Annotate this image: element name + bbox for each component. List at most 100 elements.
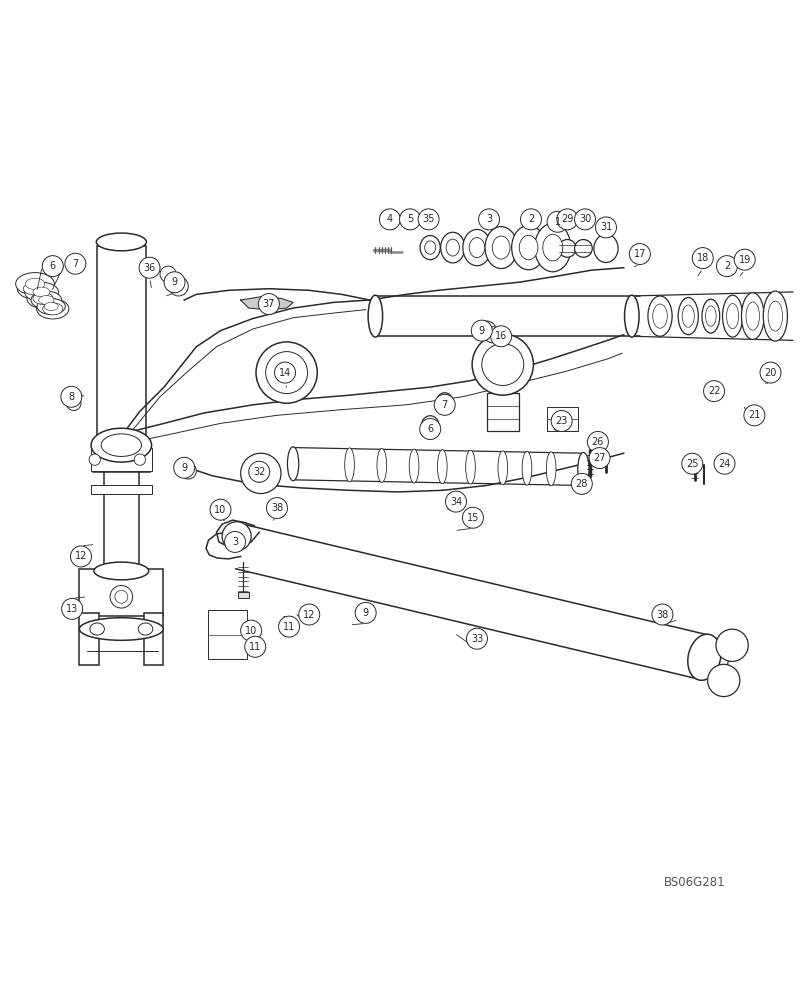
Ellipse shape xyxy=(518,235,537,260)
Circle shape xyxy=(222,522,251,551)
Ellipse shape xyxy=(652,304,667,328)
Text: 3: 3 xyxy=(486,214,491,224)
Ellipse shape xyxy=(376,448,386,482)
Text: 10: 10 xyxy=(245,626,257,636)
Text: 32: 32 xyxy=(253,467,265,477)
Text: 3: 3 xyxy=(232,537,238,547)
Ellipse shape xyxy=(31,291,62,309)
Ellipse shape xyxy=(15,273,54,295)
Circle shape xyxy=(470,320,491,341)
Circle shape xyxy=(418,209,439,230)
Circle shape xyxy=(556,209,577,230)
Ellipse shape xyxy=(624,295,638,337)
Text: 9: 9 xyxy=(171,277,178,287)
Circle shape xyxy=(471,334,533,395)
Circle shape xyxy=(240,453,281,494)
Ellipse shape xyxy=(574,240,591,257)
Circle shape xyxy=(71,546,92,567)
Text: 19: 19 xyxy=(738,255,750,265)
Ellipse shape xyxy=(558,240,576,257)
Circle shape xyxy=(706,664,739,697)
Ellipse shape xyxy=(409,449,418,483)
Ellipse shape xyxy=(762,291,787,341)
Text: 7: 7 xyxy=(72,259,79,269)
Text: 9: 9 xyxy=(363,608,368,618)
Circle shape xyxy=(478,209,499,230)
Circle shape xyxy=(490,326,511,347)
Text: 8: 8 xyxy=(68,392,75,402)
Bar xyxy=(144,613,163,665)
Ellipse shape xyxy=(287,447,298,481)
Text: 2: 2 xyxy=(527,214,534,224)
Ellipse shape xyxy=(521,451,531,485)
Text: 37: 37 xyxy=(263,299,275,309)
Ellipse shape xyxy=(469,238,484,258)
Circle shape xyxy=(174,457,195,478)
Ellipse shape xyxy=(367,295,382,337)
Circle shape xyxy=(715,629,747,661)
Text: 1: 1 xyxy=(554,217,560,227)
Text: 26: 26 xyxy=(591,437,603,447)
Ellipse shape xyxy=(705,306,715,326)
Bar xyxy=(208,610,247,659)
Circle shape xyxy=(134,454,145,465)
Text: 16: 16 xyxy=(495,331,507,341)
Ellipse shape xyxy=(251,462,271,485)
Text: 9: 9 xyxy=(478,326,484,336)
Circle shape xyxy=(399,209,420,230)
Ellipse shape xyxy=(24,282,58,302)
Circle shape xyxy=(692,248,712,269)
Ellipse shape xyxy=(27,288,59,308)
Text: 35: 35 xyxy=(422,214,434,224)
Ellipse shape xyxy=(33,292,53,304)
Circle shape xyxy=(110,585,132,608)
Circle shape xyxy=(225,531,245,552)
Ellipse shape xyxy=(593,234,617,263)
Text: 38: 38 xyxy=(271,503,283,513)
Circle shape xyxy=(248,461,269,482)
Ellipse shape xyxy=(440,232,465,263)
Circle shape xyxy=(61,386,82,407)
Bar xyxy=(238,592,248,598)
Ellipse shape xyxy=(43,303,62,315)
Text: 18: 18 xyxy=(696,253,708,263)
Circle shape xyxy=(67,396,81,410)
Ellipse shape xyxy=(726,304,738,329)
Ellipse shape xyxy=(577,452,588,486)
Circle shape xyxy=(258,294,279,315)
Ellipse shape xyxy=(97,233,146,251)
Text: 24: 24 xyxy=(718,459,730,469)
Ellipse shape xyxy=(511,225,545,270)
Polygon shape xyxy=(240,297,293,310)
Ellipse shape xyxy=(79,618,163,640)
Ellipse shape xyxy=(542,234,562,261)
Ellipse shape xyxy=(677,298,697,335)
Circle shape xyxy=(274,362,295,383)
Circle shape xyxy=(588,448,609,469)
Circle shape xyxy=(483,327,500,343)
Text: 12: 12 xyxy=(303,610,315,620)
Text: 34: 34 xyxy=(449,497,461,507)
Ellipse shape xyxy=(722,295,742,337)
Circle shape xyxy=(743,405,764,426)
Circle shape xyxy=(240,620,261,641)
Text: 6: 6 xyxy=(49,261,56,271)
Text: 25: 25 xyxy=(685,459,697,469)
Text: 31: 31 xyxy=(599,222,611,232)
Circle shape xyxy=(551,410,572,431)
Bar xyxy=(79,613,99,665)
Bar xyxy=(91,448,152,471)
Ellipse shape xyxy=(745,302,758,330)
Text: 38: 38 xyxy=(655,610,667,620)
Ellipse shape xyxy=(421,416,439,436)
Ellipse shape xyxy=(465,450,474,484)
Text: 21: 21 xyxy=(747,410,760,420)
Ellipse shape xyxy=(497,451,507,485)
Circle shape xyxy=(586,431,607,452)
Circle shape xyxy=(65,253,86,274)
Bar xyxy=(93,441,149,472)
Circle shape xyxy=(139,257,160,278)
Text: 11: 11 xyxy=(249,642,261,652)
Ellipse shape xyxy=(436,393,453,410)
Text: 2: 2 xyxy=(723,261,729,271)
